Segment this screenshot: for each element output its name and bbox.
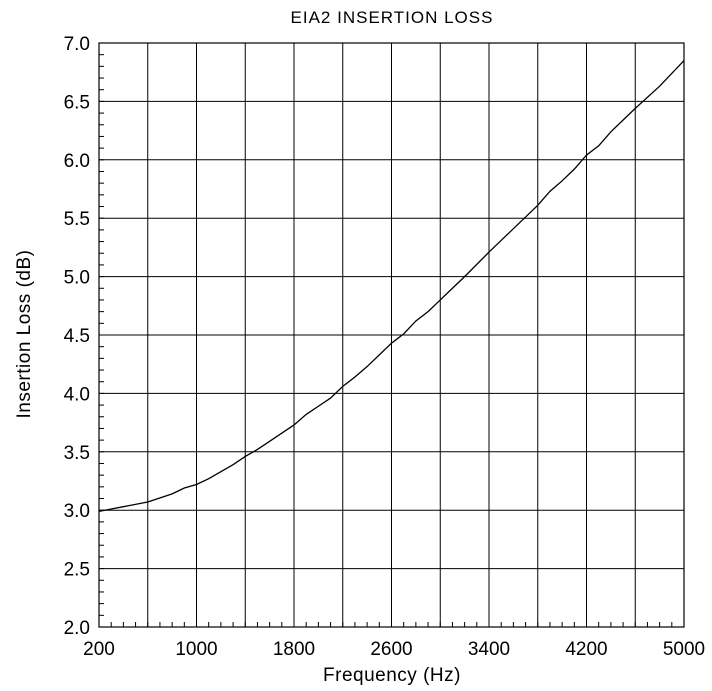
y-tick-label: 4.0 [64, 384, 90, 405]
y-tick-label: 2.5 [64, 560, 90, 581]
y-tick-label: 4.5 [64, 326, 90, 347]
data-series-layer [98, 60, 685, 513]
x-axis-label: Frequency (Hz) [323, 665, 461, 686]
x-tick-label: 200 [83, 639, 115, 660]
x-tick-label: 2600 [370, 639, 412, 660]
x-axis-tick-labels: 200 1000 1800 2600 3400 4200 5000 [83, 639, 705, 660]
y-axis-tick-labels: 2.0 2.5 3.0 3.5 4.0 4.5 5.0 5.5 6.0 6.5 7.0 [64, 34, 90, 639]
y-tick-label: 6.5 [64, 92, 90, 113]
plot-frame [98, 42, 685, 628]
grid-lines [98, 42, 685, 628]
x-tick-label: 5000 [663, 639, 705, 660]
y-tick-label: 5.5 [64, 209, 90, 230]
x-tick-label: 3400 [468, 639, 510, 660]
x-tick-label: 4200 [565, 639, 607, 660]
y-tick-label: 2.0 [64, 618, 90, 639]
y-tick-label: 5.0 [64, 268, 90, 289]
x-tick-label: 1800 [273, 639, 315, 660]
y-tick-label: 3.5 [64, 443, 90, 464]
chart-title: EIA2 INSERTION LOSS [291, 8, 494, 27]
y-tick-label: 7.0 [64, 34, 90, 55]
y-tick-label: 6.0 [64, 151, 90, 172]
insertion-loss-line [98, 60, 685, 513]
y-tick-label: 3.0 [64, 501, 90, 522]
x-tick-label: 1000 [175, 639, 217, 660]
y-axis-label: Insertion Loss (dB) [14, 250, 35, 419]
